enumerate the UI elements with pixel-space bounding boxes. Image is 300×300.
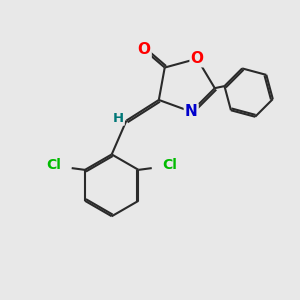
Text: Cl: Cl	[46, 158, 62, 172]
Text: O: O	[190, 51, 204, 66]
Text: Cl: Cl	[162, 158, 177, 172]
Text: O: O	[138, 42, 151, 57]
Text: N: N	[185, 104, 198, 119]
Text: H: H	[112, 112, 124, 125]
